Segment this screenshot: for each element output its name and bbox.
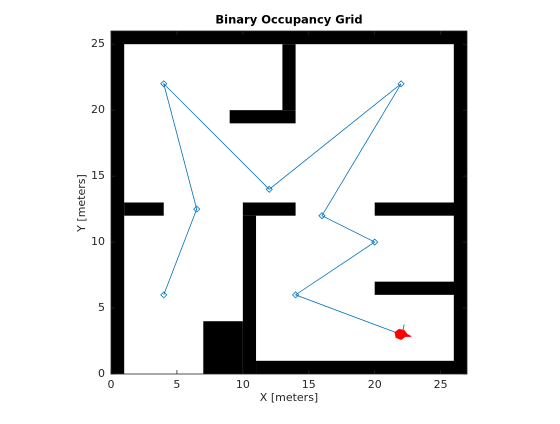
robot: [394, 328, 412, 340]
chart-title: Binary Occupancy Grid: [215, 13, 362, 27]
waypoint: [371, 238, 379, 246]
obstacle: [111, 31, 467, 45]
obstacle: [124, 202, 164, 216]
waypoint: [160, 291, 168, 299]
waypoint: [318, 212, 326, 220]
y-tick-label: 25: [91, 37, 105, 50]
obstacle: [282, 44, 296, 111]
obstacle: [242, 202, 296, 216]
x-tick-label: 5: [173, 378, 180, 391]
y-tick-label: 20: [91, 103, 105, 116]
x-tick-label: 20: [368, 378, 382, 391]
path-line: [162, 82, 402, 335]
y-tick-label: 15: [91, 169, 105, 182]
waypoint: [265, 185, 273, 193]
y-tick-label: 5: [98, 301, 105, 314]
obstacle: [374, 281, 467, 295]
obstacle: [256, 360, 467, 374]
y-axis-label: Y [meters]: [75, 174, 88, 233]
robot-heading: [402, 324, 405, 331]
axes-frame: [110, 30, 468, 375]
obstacle: [111, 31, 125, 374]
obstacle: [374, 202, 467, 216]
obstacle: [203, 321, 243, 374]
y-tick-label: 0: [98, 367, 105, 380]
obstacle: [229, 110, 296, 124]
y-tick-label: 10: [91, 235, 105, 248]
waypoint: [160, 80, 168, 88]
x-tick-label: 25: [434, 378, 448, 391]
x-axis-label: X [meters]: [260, 391, 318, 404]
x-tick-label: 10: [236, 378, 250, 391]
x-tick-label: 0: [108, 378, 115, 391]
x-tick-label: 15: [302, 378, 316, 391]
waypoint: [292, 291, 300, 299]
obstacle: [242, 215, 257, 374]
waypoint: [193, 205, 201, 213]
waypoint: [397, 80, 405, 88]
